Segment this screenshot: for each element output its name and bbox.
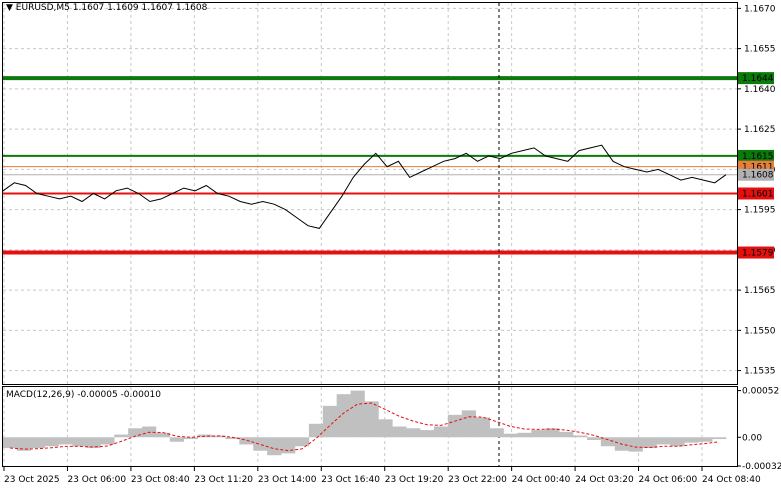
macd-bar	[267, 437, 282, 456]
macd-bar	[239, 437, 254, 445]
level-tag-bid	[738, 168, 774, 181]
level-lines	[3, 76, 737, 255]
time-tick-label: 23 Oct 22:00	[448, 475, 507, 485]
price-tick-label: 1.1655	[744, 45, 776, 55]
macd-bar	[100, 437, 115, 445]
macd-bar	[656, 437, 671, 445]
macd-bar	[573, 435, 588, 438]
macd-bar	[253, 437, 268, 451]
time-tick-label: 24 Oct 08:40	[702, 475, 761, 485]
level-tag-label: 1.1611	[742, 163, 774, 173]
macd-bar	[545, 428, 560, 438]
price-tick-label: 1.1565	[744, 286, 776, 296]
time-tick-label: 24 Oct 06:00	[639, 475, 698, 485]
macd-bar	[44, 437, 59, 447]
macd-signal-line	[9, 402, 720, 452]
macd-bar	[3, 437, 18, 449]
time-tick-label: 23 Oct 11:20	[194, 475, 253, 485]
macd-bar	[183, 437, 198, 440]
chart-header: ▼ EURUSD,M5 1.1607 1.1609 1.1607 1.1608	[6, 3, 207, 13]
macd-bar	[378, 419, 393, 438]
macd-bar	[670, 437, 685, 447]
macd-bar	[16, 437, 32, 451]
macd-bar	[406, 428, 421, 438]
macd-bar	[461, 410, 477, 438]
macd-tick-label: -0.00032	[742, 462, 781, 472]
macd-bar	[712, 437, 727, 440]
time-tick-label: 23 Oct 14:00	[258, 475, 317, 485]
grid-lines	[3, 3, 737, 466]
macd-bar	[698, 437, 713, 442]
price-tick-label: 1.1535	[744, 367, 776, 377]
time-axis: 23 Oct 2025 23 Oct 06:00 23 Oct 08:40 23 Oc…	[3, 466, 761, 485]
macd-bar	[586, 437, 602, 440]
macd-bar	[434, 426, 449, 438]
price-tick-label: 1.1595	[744, 206, 776, 216]
macd-bar	[475, 417, 490, 438]
macd-bar	[628, 437, 643, 452]
macd-bar	[684, 437, 699, 443]
level-tag-support-high	[738, 187, 774, 200]
macd-bar	[531, 430, 546, 438]
triangle-down-icon[interactable]: ▼	[6, 3, 13, 13]
price-tick-label: 1.1625	[744, 125, 776, 135]
level-tag-label: 1.1644	[742, 74, 774, 84]
level-tag-label: 1.1615	[742, 152, 774, 162]
price-tick-label: 1.1640	[744, 85, 776, 95]
macd-bar	[392, 426, 407, 438]
macd-tick-label: 0.00	[742, 433, 762, 443]
macd-tick-label: 0.00052	[742, 387, 779, 397]
symbol-label: EURUSD,M5	[15, 3, 70, 13]
level-tag-resistance-low	[738, 149, 774, 162]
macd-bar	[642, 437, 657, 449]
macd-bar	[420, 430, 435, 438]
macd-bar	[489, 428, 504, 438]
macd-bar	[559, 431, 574, 438]
time-tick-label: 23 Oct 19:20	[385, 475, 444, 485]
macd-bar	[322, 405, 337, 438]
price-line	[2, 144, 727, 229]
time-tick-label: 24 Oct 00:40	[512, 475, 571, 485]
macd-bar	[225, 437, 240, 440]
macd-bar	[600, 437, 616, 447]
macd-header: MACD(12,26,9) -0.00005 -0.00010	[6, 390, 162, 400]
macd-bar	[72, 437, 87, 447]
level-tag-support-low	[738, 246, 774, 259]
macd-bar	[281, 437, 296, 454]
level-tag-label: 1.1601	[742, 190, 774, 200]
macd-bar	[128, 428, 143, 438]
time-tick-label: 23 Oct 16:40	[321, 475, 380, 485]
time-tick-label: 23 Oct 08:40	[131, 475, 190, 485]
level-tag-label: 1.1608	[742, 171, 774, 181]
macd-bar	[58, 437, 73, 445]
macd-bar	[30, 437, 46, 449]
macd-bar	[155, 432, 171, 438]
macd-bar	[294, 437, 310, 447]
macd-bar	[350, 390, 365, 438]
level-tag-resistance-high	[738, 72, 774, 85]
macd-bar	[503, 433, 518, 438]
macd-bar	[86, 437, 101, 449]
ohlc-values: 1.1607 1.1609 1.1607 1.1608	[72, 3, 208, 13]
macd-bar	[447, 414, 463, 438]
macd-frame	[2, 386, 738, 467]
macd-bar	[364, 401, 379, 438]
price-tick-label: 1.1670	[744, 4, 776, 14]
time-tick-label: 23 Oct 06:00	[67, 475, 126, 485]
macd-bar	[336, 394, 351, 438]
macd-histogram	[3, 390, 727, 456]
macd-bar	[308, 423, 324, 438]
time-tick-label: 23 Oct 2025	[4, 475, 60, 485]
price-tick-label: 1.1550	[744, 326, 776, 336]
macd-bar	[169, 437, 185, 442]
macd-axis: 0.00052 0.00 -0.00032	[737, 387, 781, 472]
main-chart-frame	[2, 2, 738, 385]
macd-bar	[114, 434, 129, 438]
macd-bar	[517, 432, 532, 438]
level-tag-label: 1.1579	[742, 249, 774, 259]
time-tick-label: 24 Oct 03:20	[575, 475, 634, 485]
